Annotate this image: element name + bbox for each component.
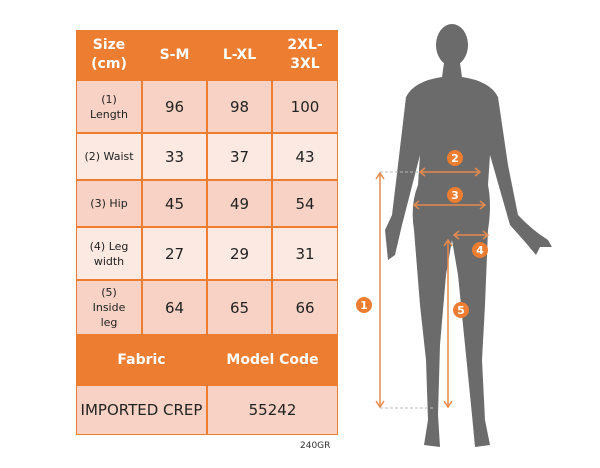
cell-text: 31 [295, 244, 315, 263]
cell-text: 43 [295, 147, 315, 166]
marker-4 [472, 242, 488, 258]
body-measurement-figure: 1 2 3 4 5 [356, 24, 552, 447]
cell-text: S-M [159, 46, 190, 63]
cell-text: 45 [164, 194, 185, 213]
cell-text: (3) Hip [90, 197, 128, 210]
marker-label: 4 [476, 244, 484, 257]
cell-text: (1) [101, 92, 117, 106]
header-cell: 2XL-3XL [273, 31, 337, 79]
cell-text: leg [100, 316, 118, 329]
size-value: 43 [273, 134, 337, 179]
marker-label: 5 [457, 304, 465, 317]
marker-1 [356, 297, 372, 313]
cell-text: 49 [229, 194, 250, 213]
fabric-value: IMPORTED CREP [77, 386, 206, 434]
row-label: (1) Length [77, 81, 141, 132]
size-value: 29 [208, 228, 271, 279]
marker-5 [453, 302, 469, 318]
cell-text: 96 [164, 97, 185, 116]
model-code-header: Model Code [208, 336, 337, 384]
cell-text: 98 [229, 97, 250, 116]
size-value: 27 [143, 228, 206, 279]
cell-text: Fabric [117, 351, 166, 368]
marker-2 [447, 150, 463, 166]
cell-text: 2XL-3XL [287, 37, 323, 72]
size-value: 31 [273, 228, 337, 279]
weight-note: 240GR [300, 441, 331, 451]
size-value: 66 [273, 281, 337, 334]
header-cell: L-XL [208, 31, 271, 79]
size-value: 33 [143, 134, 206, 179]
cell-text: (5) [101, 286, 117, 299]
size-value: 64 [143, 281, 206, 334]
cell-text: (2) Waist [84, 150, 134, 163]
fabric-header: Fabric [77, 336, 206, 384]
size-value: 49 [208, 181, 271, 226]
marker-label: 3 [451, 189, 459, 202]
cell-text: width [93, 254, 125, 268]
marker-label: 1 [360, 299, 368, 312]
model-code-value: 55242 [208, 386, 337, 434]
cell-text: IMPORTED CREP [80, 401, 203, 419]
size-chart-table: Size (cm) S-M L-XL 2XL-3XL (1) Length 96 98 100 (… [76, 30, 338, 435]
cell-text: 55242 [248, 401, 297, 419]
cell-text: 33 [164, 147, 185, 166]
row-label: (3) Hip [77, 181, 141, 226]
header-cell: S-M [143, 31, 206, 79]
cell-text: Model Code [226, 351, 319, 368]
marker-3 [447, 187, 463, 203]
cell-text: L-XL [222, 46, 257, 63]
size-value: 100 [273, 81, 337, 132]
size-value: 45 [143, 181, 206, 226]
cell-text: 100 [290, 97, 320, 116]
size-value: 37 [208, 134, 271, 179]
cell-text: 66 [295, 298, 315, 317]
silhouette [385, 24, 552, 447]
cell-text: Size (cm) [91, 37, 127, 72]
size-value: 98 [208, 81, 271, 132]
cell-text: Length [90, 107, 128, 121]
cell-text: 64 [164, 298, 185, 317]
marker-label: 2 [451, 152, 459, 165]
cell-text: (4) Leg [89, 239, 129, 253]
header-cell: Size (cm) [77, 31, 141, 79]
cell-text: 54 [295, 194, 315, 213]
size-value: 96 [143, 81, 206, 132]
row-label: (2) Waist [77, 134, 141, 179]
cell-text: 37 [229, 147, 250, 166]
row-label: (4) Leg width [77, 228, 141, 279]
cell-text: 27 [164, 244, 185, 263]
cell-text: 65 [229, 298, 250, 317]
row-label: (5) Inside leg [77, 281, 141, 334]
size-value: 54 [273, 181, 337, 226]
cell-text: Inside [92, 301, 126, 314]
size-value: 65 [208, 281, 271, 334]
cell-text: 29 [229, 244, 250, 263]
measurement-arrows [375, 167, 490, 409]
